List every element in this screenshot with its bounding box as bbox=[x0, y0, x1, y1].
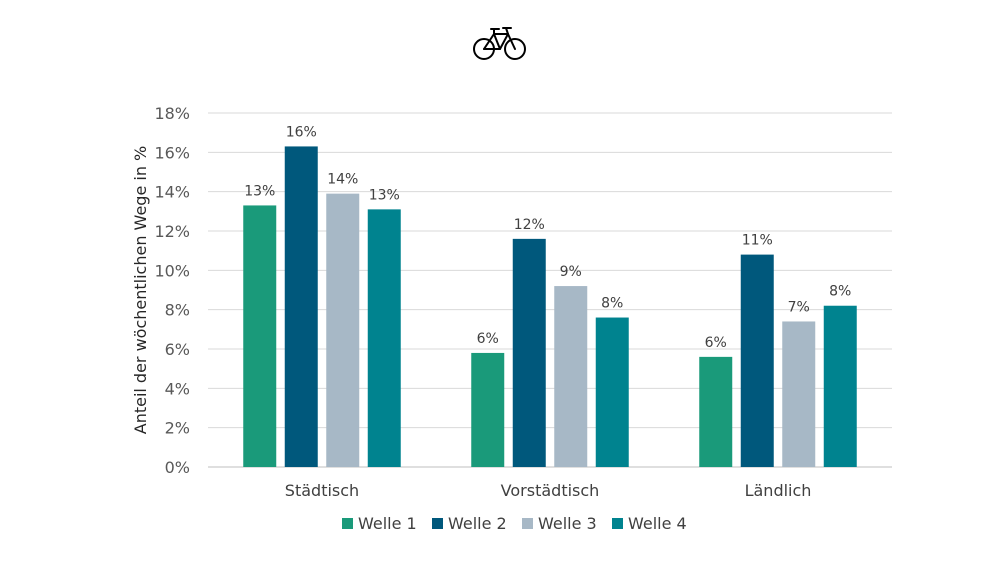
y-tick-label: 4% bbox=[165, 379, 190, 398]
legend-label: Welle 3 bbox=[538, 514, 597, 533]
legend-swatch bbox=[522, 518, 533, 529]
data-label: 12% bbox=[514, 217, 545, 233]
legend-label: Welle 2 bbox=[448, 514, 507, 533]
data-label: 6% bbox=[705, 335, 727, 351]
legend-swatch bbox=[432, 518, 443, 529]
bar bbox=[471, 352, 505, 467]
data-label: 6% bbox=[477, 331, 499, 347]
bar bbox=[823, 305, 857, 467]
legend-item: Welle 4 bbox=[612, 514, 687, 533]
legend: Welle 1 Welle 2 Welle 3 Welle 4 bbox=[342, 514, 687, 533]
y-tick-label: 10% bbox=[154, 261, 190, 280]
legend-item: Welle 3 bbox=[522, 514, 597, 533]
x-axis-categories: Städtisch Vorstädtisch Ländlich bbox=[285, 481, 812, 500]
y-tick-label: 0% bbox=[165, 458, 190, 477]
bar bbox=[554, 286, 588, 467]
gridlines bbox=[208, 112, 892, 468]
bar bbox=[326, 193, 360, 467]
bicycle-icon bbox=[473, 27, 526, 60]
x-category-label: Ländlich bbox=[745, 481, 812, 500]
data-label: 11% bbox=[742, 233, 773, 249]
data-label: 13% bbox=[244, 183, 275, 199]
y-tick-label: 6% bbox=[165, 340, 190, 359]
bar bbox=[512, 238, 546, 467]
y-tick-label: 18% bbox=[154, 104, 190, 123]
bar bbox=[243, 205, 277, 467]
data-labels: 13% 16% 14% 13% 6% 12% 9% 8% 6% 11% 7% 8% bbox=[244, 124, 851, 350]
x-category-label: Vorstädtisch bbox=[501, 481, 600, 500]
data-label: 14% bbox=[327, 172, 358, 188]
legend-item: Welle 1 bbox=[342, 514, 417, 533]
y-tick-label: 12% bbox=[154, 222, 190, 241]
legend-item: Welle 2 bbox=[432, 514, 507, 533]
data-label: 8% bbox=[601, 296, 623, 312]
y-axis-label: Anteil der wöchentlichen Wege in % bbox=[131, 146, 150, 435]
bar bbox=[284, 146, 318, 467]
y-tick-label: 8% bbox=[165, 301, 190, 320]
y-axis-ticks: 0% 2% 4% 6% 8% 10% 12% 14% 16% 18% bbox=[154, 104, 190, 477]
bar bbox=[699, 356, 733, 467]
y-tick-label: 2% bbox=[165, 419, 190, 438]
bar bbox=[782, 321, 816, 467]
bar bbox=[595, 317, 629, 467]
legend-label: Welle 1 bbox=[358, 514, 417, 533]
data-label: 9% bbox=[560, 264, 582, 280]
legend-swatch bbox=[612, 518, 623, 529]
x-category-label: Städtisch bbox=[285, 481, 359, 500]
legend-swatch bbox=[342, 518, 353, 529]
data-label: 7% bbox=[788, 299, 810, 315]
bar bbox=[740, 254, 774, 467]
data-label: 8% bbox=[829, 284, 851, 300]
legend-label: Welle 4 bbox=[628, 514, 687, 533]
bars bbox=[243, 146, 857, 467]
data-label: 16% bbox=[286, 124, 317, 140]
y-tick-label: 16% bbox=[154, 143, 190, 162]
y-tick-label: 14% bbox=[154, 183, 190, 202]
bar bbox=[367, 209, 401, 467]
data-label: 13% bbox=[369, 187, 400, 203]
